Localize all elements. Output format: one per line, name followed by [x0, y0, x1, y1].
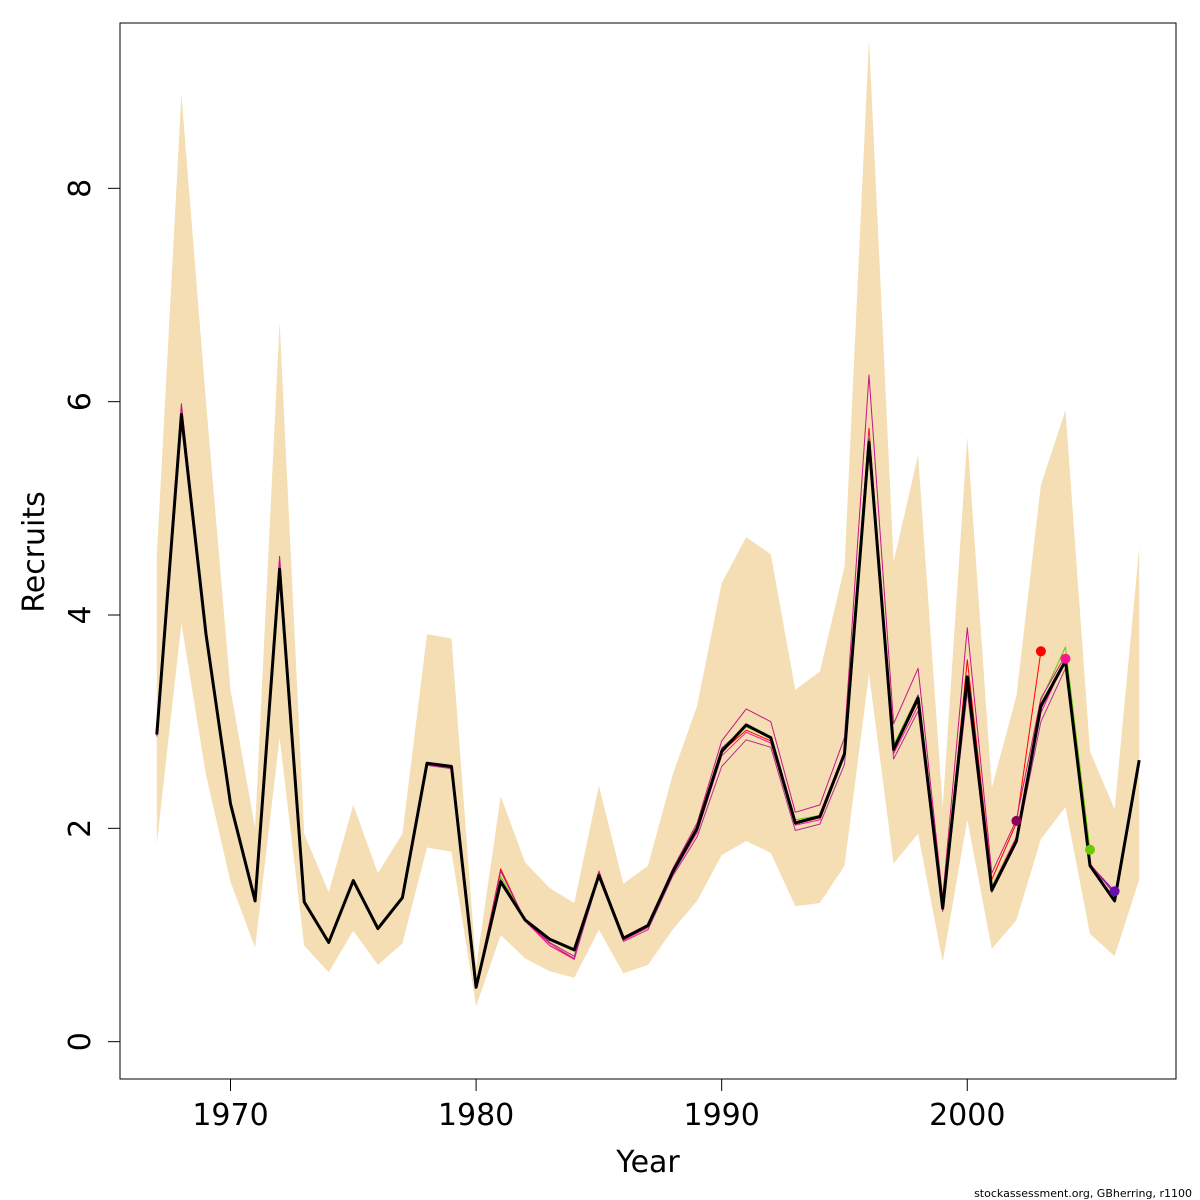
endpoint-retro-pink-end	[1060, 653, 1071, 664]
x-axis-title: Year	[615, 1145, 680, 1180]
x-tick-label-2000: 2000	[929, 1098, 1005, 1133]
endpoint-retro-red-end	[1035, 646, 1046, 657]
y-tick-label-8: 8	[63, 179, 98, 198]
y-tick-label-2: 2	[63, 819, 98, 838]
y-axis-title: Recruits	[17, 491, 52, 613]
y-tick-label-0: 0	[63, 1032, 98, 1051]
confidence-band	[156, 39, 1140, 1007]
credit-text: stockassessment.org, GBherring, r1100	[974, 1187, 1192, 1200]
x-tick-label-1970: 1970	[192, 1098, 268, 1133]
series-line-final	[155, 413, 1141, 989]
endpoint-retro-purple-end	[1109, 886, 1120, 897]
y-tick-label-4: 4	[63, 605, 98, 624]
y-tick-label-6: 6	[63, 392, 98, 411]
x-tick-label-1980: 1980	[438, 1098, 514, 1133]
plot-frame	[119, 22, 1177, 1080]
endpoint-retro-green-end	[1085, 844, 1095, 855]
endpoint-retro-magenta-end	[1011, 815, 1022, 826]
x-tick-label-1990: 1990	[683, 1098, 759, 1133]
